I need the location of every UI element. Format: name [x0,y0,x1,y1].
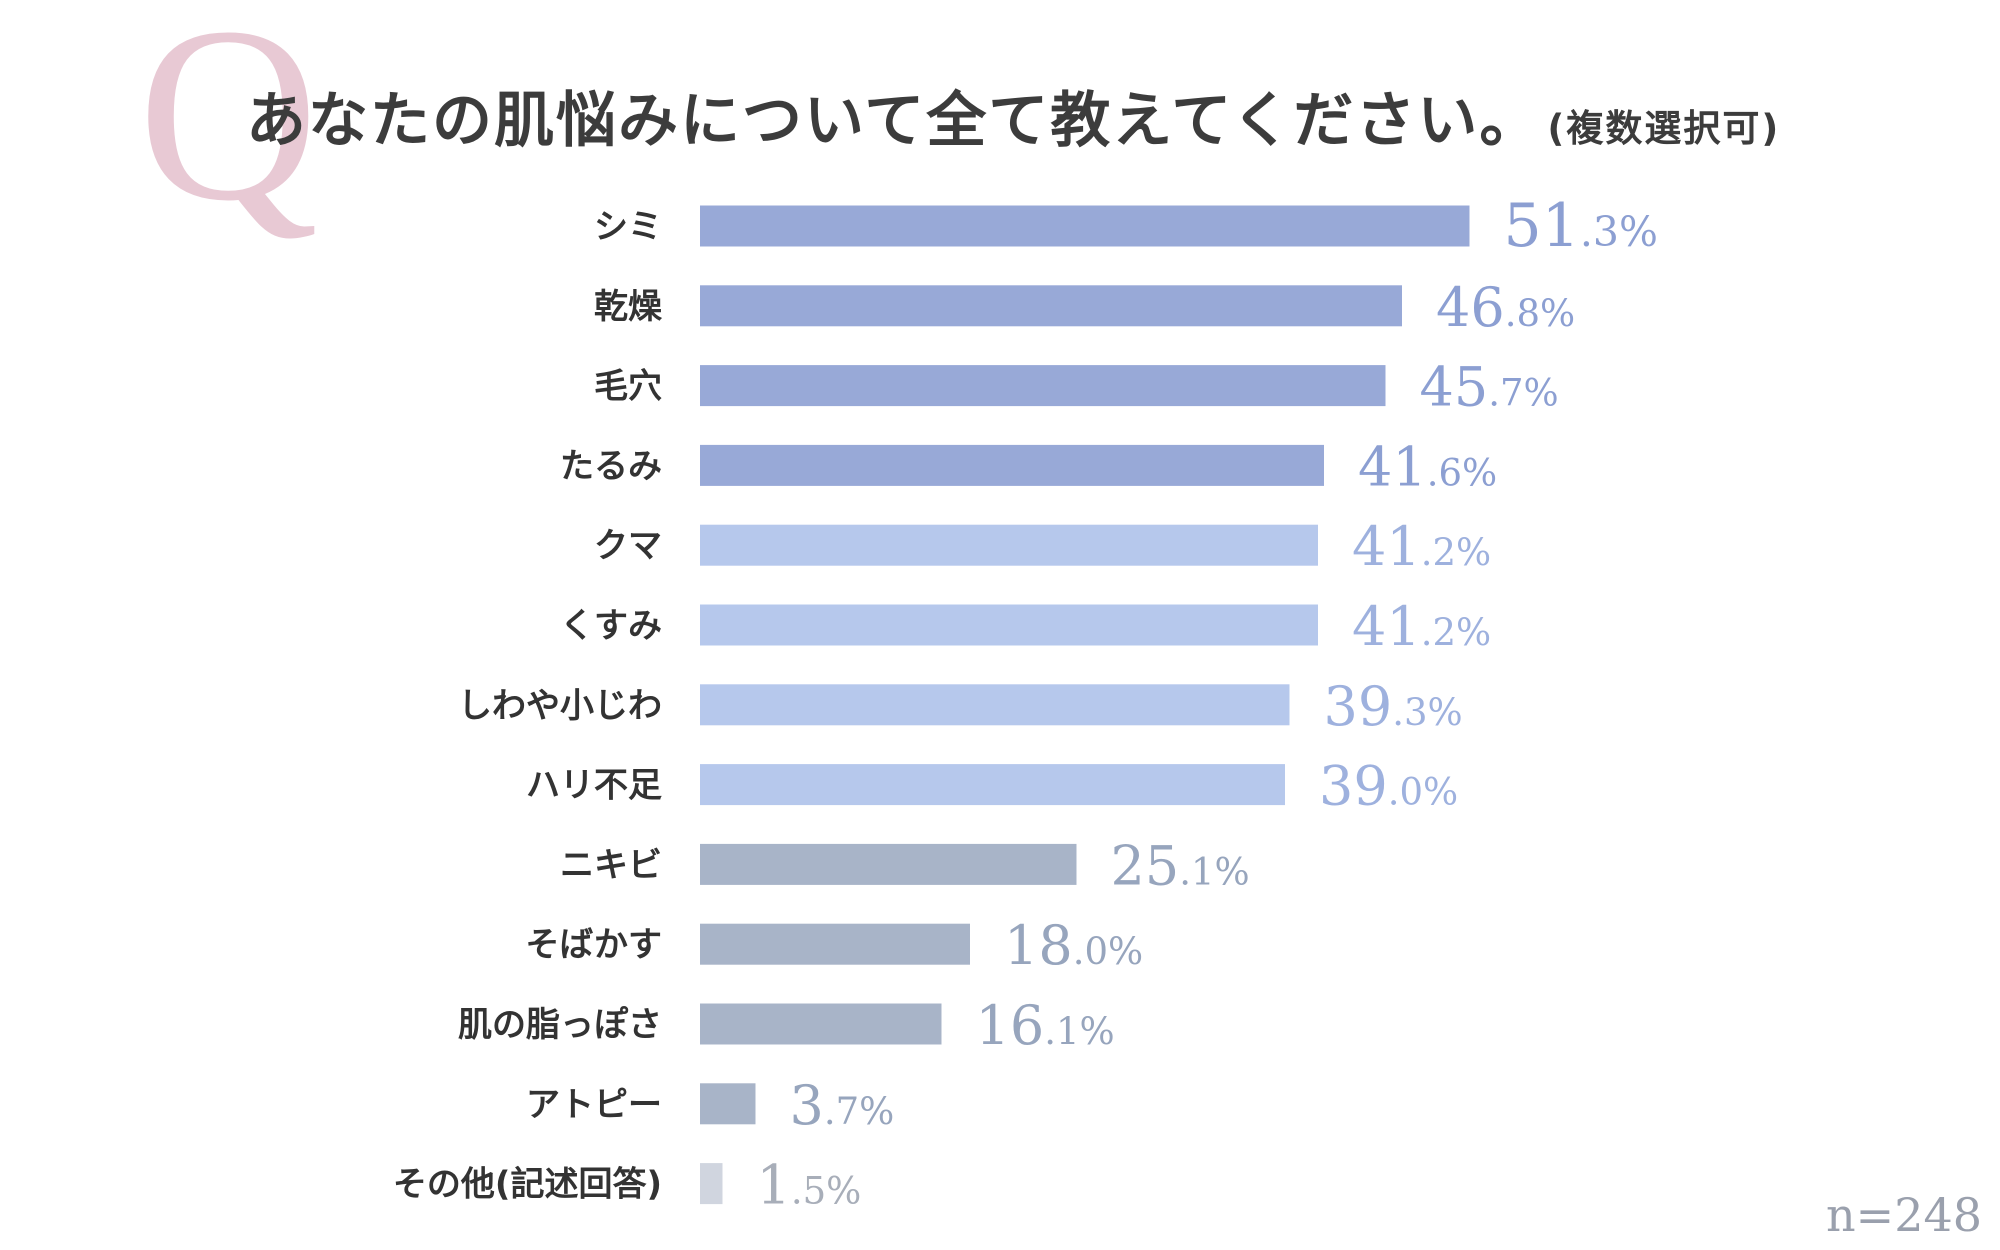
bar [700,684,1290,726]
category-label: 毛穴 [594,367,662,407]
bar [700,1163,723,1205]
category-label: ニキビ [560,845,662,885]
category-label: くすみ [560,606,662,646]
bar [700,843,1077,885]
category-label: シミ [594,207,662,247]
bar [700,1083,756,1125]
chart-title: あなたの肌悩みについて全て教えてください。 (複数選択可) [246,72,1780,159]
question-mark-q: Q [138,0,319,253]
value-label: 1.5% [757,1154,862,1217]
bar [700,524,1318,566]
value-label: 41.2% [1352,515,1491,578]
value-label: 25.1% [1111,834,1250,897]
value-label: 39.0% [1319,755,1458,818]
category-label: クマ [594,526,662,566]
category-label: たるみ [560,446,662,486]
bar [700,604,1318,646]
value-label: 45.7% [1420,356,1559,419]
chart-title-main: あなたの肌悩みについて全て教えてください。 [246,86,1542,156]
category-label: 乾燥 [594,287,663,327]
bar [700,764,1285,806]
category-label: 肌の脂っぽさ [458,1005,662,1045]
bar [700,205,1470,247]
bar [700,1003,942,1045]
value-label: 46.8% [1436,276,1575,339]
bar [700,285,1402,327]
bar [700,444,1324,486]
category-label: しわや小じわ [458,686,662,726]
category-label: そばかす [525,925,662,965]
value-label: 16.1% [976,994,1115,1057]
bar [700,923,970,965]
value-label: 51.3% [1504,191,1658,261]
bar [700,365,1386,407]
sample-size-label: n=248 [1826,1188,1982,1242]
chart-title-sub: (複数選択可) [1547,107,1781,150]
value-label: 41.6% [1358,435,1497,498]
value-label: 39.3% [1324,675,1463,738]
category-label: その他(記述回答) [393,1165,662,1205]
value-label: 41.2% [1352,595,1491,658]
category-label: アトピー [526,1085,662,1125]
value-label: 3.7% [790,1074,895,1137]
category-label: ハリ不足 [526,766,662,806]
value-label: 18.0% [1004,914,1143,977]
